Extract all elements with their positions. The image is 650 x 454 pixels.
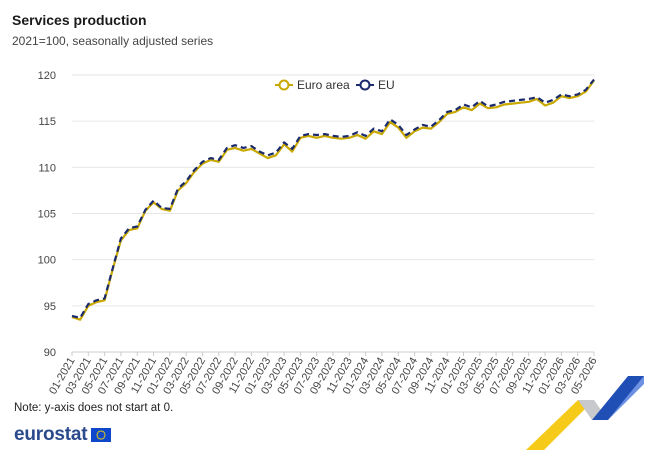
y-tick-label: 115 — [38, 116, 56, 128]
legend-marker-icon — [359, 79, 371, 91]
x-axis-ticks: 01-202103-202105-202107-202109-202111-20… — [47, 352, 600, 396]
series-line-eu — [71, 78, 595, 319]
grid-lines — [72, 74, 594, 353]
y-tick-label: 95 — [44, 301, 56, 313]
y-tick-label: 110 — [38, 162, 56, 174]
y-tick-label: 90 — [44, 347, 56, 359]
y-tick-label: 105 — [38, 209, 56, 221]
series-line-euro-area — [71, 79, 595, 321]
legend-marker-icon — [278, 79, 290, 91]
series-lines — [71, 78, 595, 321]
y-tick-label: 100 — [38, 255, 56, 267]
chart-subtitle: 2021=100, seasonally adjusted series — [12, 34, 214, 48]
legend-item-eu[interactable]: EU — [356, 78, 395, 92]
footnote: Note: y-axis does not start at 0. — [14, 402, 174, 414]
legend: Euro area EU — [275, 78, 395, 92]
chart-title: Services production — [12, 12, 147, 28]
eurostat-decoration-icon — [526, 376, 644, 450]
y-tick-label: 120 — [38, 70, 56, 82]
legend-item-euro-area[interactable]: Euro area — [275, 78, 350, 92]
logo-text: eurostat — [14, 424, 88, 445]
legend-label: Euro area — [297, 78, 350, 92]
eurostat-logo: eurostat — [14, 424, 112, 446]
eu-flag-icon — [91, 428, 112, 442]
line-chart: 90 95 100 105 110 115 120 01-202103-202105-202… — [38, 70, 600, 396]
legend-label: EU — [378, 78, 395, 92]
y-axis-ticks: 90 95 100 105 110 115 120 — [38, 70, 56, 359]
